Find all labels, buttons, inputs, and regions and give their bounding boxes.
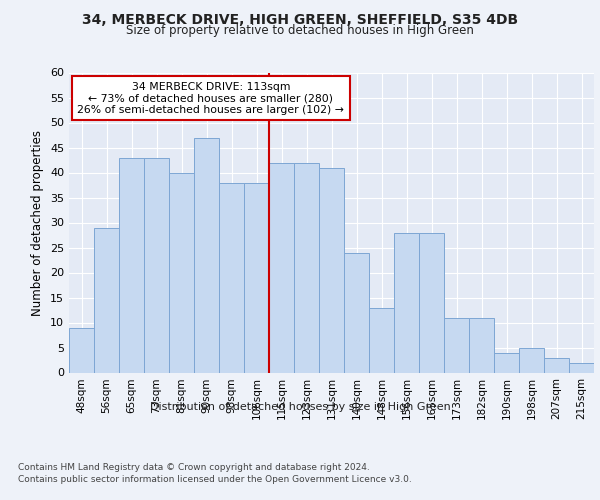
- Bar: [494, 352, 519, 372]
- Bar: [69, 328, 94, 372]
- Bar: [544, 358, 569, 372]
- Bar: [569, 362, 594, 372]
- Bar: [319, 168, 344, 372]
- Bar: [169, 172, 194, 372]
- Bar: [94, 228, 119, 372]
- Bar: [394, 232, 419, 372]
- Bar: [194, 138, 219, 372]
- Bar: [144, 158, 169, 372]
- Bar: [469, 318, 494, 372]
- Text: 34, MERBECK DRIVE, HIGH GREEN, SHEFFIELD, S35 4DB: 34, MERBECK DRIVE, HIGH GREEN, SHEFFIELD…: [82, 12, 518, 26]
- Bar: [519, 348, 544, 372]
- Bar: [244, 182, 269, 372]
- Y-axis label: Number of detached properties: Number of detached properties: [31, 130, 44, 316]
- Bar: [419, 232, 444, 372]
- Text: 34 MERBECK DRIVE: 113sqm
← 73% of detached houses are smaller (280)
26% of semi-: 34 MERBECK DRIVE: 113sqm ← 73% of detach…: [77, 82, 344, 114]
- Text: Size of property relative to detached houses in High Green: Size of property relative to detached ho…: [126, 24, 474, 37]
- Bar: [294, 162, 319, 372]
- Text: Distribution of detached houses by size in High Green: Distribution of detached houses by size …: [149, 402, 451, 412]
- Text: Contains public sector information licensed under the Open Government Licence v3: Contains public sector information licen…: [18, 475, 412, 484]
- Bar: [269, 162, 294, 372]
- Bar: [219, 182, 244, 372]
- Bar: [444, 318, 469, 372]
- Bar: [119, 158, 144, 372]
- Bar: [369, 308, 394, 372]
- Bar: [344, 252, 369, 372]
- Text: Contains HM Land Registry data © Crown copyright and database right 2024.: Contains HM Land Registry data © Crown c…: [18, 462, 370, 471]
